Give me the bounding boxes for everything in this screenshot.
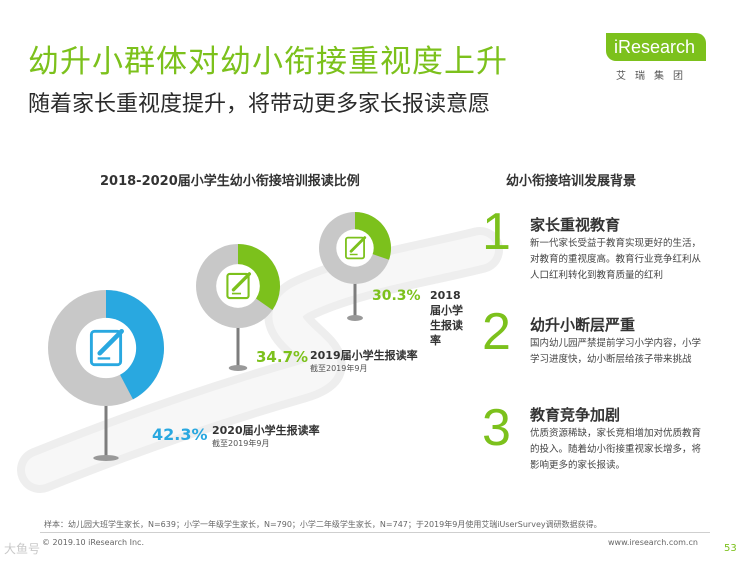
brand-logo: iResearch 艾瑞集团	[600, 33, 712, 89]
background-heading-3: 教育竞争加剧	[530, 406, 621, 424]
background-number-1: 1	[482, 203, 511, 261]
background-body-1: 新一代家长受益于教育实现更好的生活，对教育的重视度高。教育行业竞争红利从人口红利…	[530, 238, 702, 281]
sample-note: 样本：幼儿园大班学生家长，N=639；小学一年级学生家长，N=790；小学二年级…	[44, 520, 602, 529]
series-note-2020: 截至2019年9月	[212, 439, 270, 448]
background-number-2: 2	[482, 303, 511, 361]
value-label-2019: 34.7%	[256, 348, 309, 366]
value-label-2018: 30.3%	[372, 288, 421, 304]
page-subtitle: 随着家长重视度提升，将带动更多家长报读意愿	[28, 92, 491, 117]
series-note-2019: 截至2019年9月	[310, 364, 368, 373]
document-pen-icon	[89, 328, 124, 367]
donut-slice-2019	[238, 244, 280, 311]
page-number: 53	[724, 543, 737, 554]
background-heading-1: 家长重视教育	[530, 216, 621, 234]
logo-text: iResearch	[614, 37, 696, 57]
background-body-3: 优质资源稀缺，家长竞相增加对优质教育的投入。随着幼小衔接重视家长增多，将影响更多…	[530, 428, 702, 471]
pole-base-2019	[228, 365, 248, 371]
watermark: 大鱼号	[4, 542, 41, 556]
page-title: 幼升小群体对幼小衔接重视度上升	[28, 44, 508, 80]
series-label-2020: 2020届小学生报读率	[212, 424, 320, 437]
copyright: © 2019.10 iResearch Inc.	[42, 538, 144, 547]
website-url: www.iresearch.com.cn	[608, 538, 698, 547]
logo-subtext: 艾瑞集团	[616, 71, 692, 82]
document-pen-icon	[345, 236, 367, 260]
background-title: 幼小衔接培训发展背景	[506, 174, 637, 189]
pole-base-2020	[93, 455, 119, 461]
background-body-2: 国内幼儿园严禁提前学习小学内容，小学学习进度快，幼小断层给孩子带来挑战	[530, 338, 702, 365]
document-pen-icon	[226, 272, 252, 300]
pole-base-2018	[347, 315, 363, 321]
background-number-3: 3	[482, 399, 511, 457]
logo-badge	[606, 33, 706, 61]
background-heading-2: 幼升小断层严重	[530, 316, 636, 334]
series-label-2018: 2018届小学生报读率	[430, 289, 463, 347]
chart-title: 2018-2020届小学生幼小衔接培训报读比例	[100, 174, 360, 189]
footer-divider	[40, 532, 710, 533]
value-label-2020: 42.3%	[152, 425, 208, 444]
series-label-2019: 2019届小学生报读率	[310, 349, 418, 362]
